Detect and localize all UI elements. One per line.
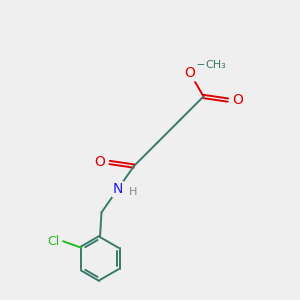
Text: CH₃: CH₃ (205, 60, 226, 70)
Text: H: H (129, 187, 137, 196)
Text: O: O (232, 93, 243, 107)
Text: O: O (185, 66, 196, 80)
Text: —: — (196, 58, 209, 71)
Text: O: O (94, 155, 106, 170)
Text: N: N (112, 182, 123, 196)
Text: Cl: Cl (47, 235, 60, 248)
